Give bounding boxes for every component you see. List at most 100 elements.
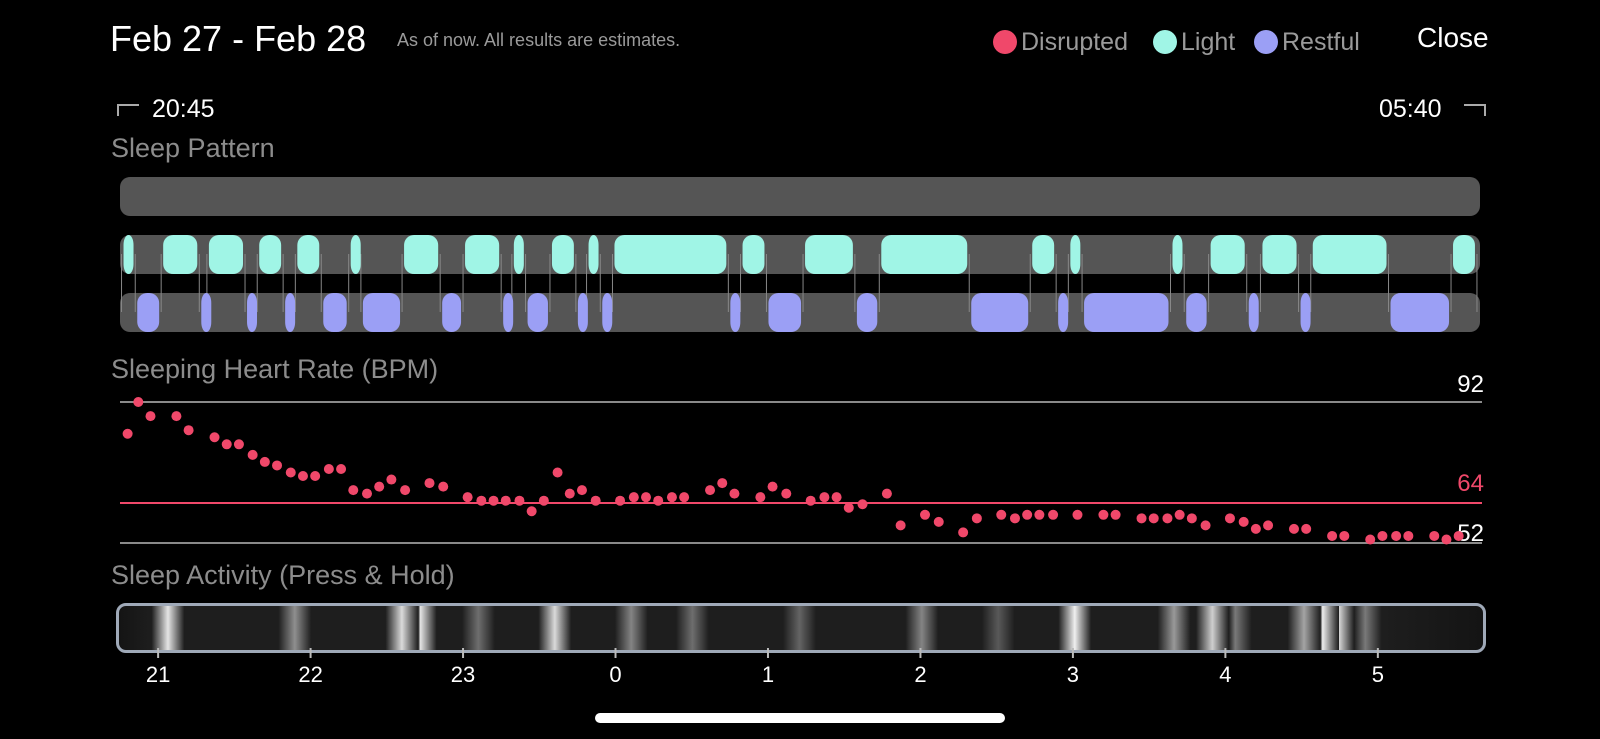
restful-segment bbox=[577, 293, 588, 332]
legend-label: Disrupted bbox=[1021, 27, 1128, 56]
date-range-title: Feb 27 - Feb 28 bbox=[110, 18, 367, 59]
light-segment bbox=[297, 235, 320, 274]
heart-rate-point bbox=[717, 478, 728, 489]
heart-rate-point bbox=[310, 471, 321, 482]
heart-rate-point bbox=[831, 492, 842, 503]
legend-light: Light bbox=[1153, 24, 1235, 60]
restful-segment bbox=[1058, 293, 1069, 332]
heart-rate-point bbox=[1288, 523, 1299, 534]
heart-rate-point bbox=[641, 492, 652, 503]
end-time: 05:40 bbox=[1379, 95, 1442, 123]
legend-disrupted: Disrupted bbox=[993, 24, 1128, 60]
disrupted-track bbox=[120, 177, 1480, 216]
legend-restful: Restful bbox=[1254, 24, 1360, 60]
heart-rate-point bbox=[895, 520, 906, 531]
axis-tick-label: 4 bbox=[1219, 662, 1231, 687]
heart-rate-point bbox=[1441, 534, 1452, 545]
restful-segment bbox=[768, 293, 802, 332]
heart-rate-point bbox=[920, 509, 931, 520]
heart-rate-point bbox=[729, 488, 740, 499]
light-segment bbox=[163, 235, 198, 274]
heart-rate-point bbox=[1136, 513, 1147, 524]
restful-segment bbox=[503, 293, 514, 332]
heart-rate-point bbox=[971, 513, 982, 524]
start-bracket-icon bbox=[117, 104, 139, 116]
sleep-pattern-chart[interactable] bbox=[0, 0, 1600, 345]
light-segment bbox=[881, 235, 968, 274]
restful-segment bbox=[1248, 293, 1259, 332]
heart-rate-point bbox=[297, 471, 308, 482]
light-segment bbox=[588, 235, 599, 274]
restful-segment bbox=[323, 293, 347, 332]
heart-rate-point bbox=[1098, 509, 1109, 520]
heart-rate-point bbox=[1200, 520, 1211, 531]
heart-rate-chart[interactable]: 92 64 52 bbox=[0, 365, 1600, 555]
restful-segment bbox=[442, 293, 462, 332]
heart-rate-point bbox=[462, 492, 473, 503]
heart-rate-title: Sleeping Heart Rate (BPM) bbox=[111, 354, 439, 384]
restful-segment bbox=[856, 293, 878, 332]
heart-rate-point bbox=[1250, 523, 1261, 534]
heart-rate-point bbox=[374, 481, 385, 492]
heart-rate-point bbox=[666, 492, 677, 503]
home-indicator[interactable] bbox=[595, 713, 1005, 723]
heart-rate-point bbox=[386, 474, 397, 485]
heart-rate-point bbox=[500, 495, 511, 506]
heart-rate-point bbox=[1224, 513, 1235, 524]
light-segment bbox=[805, 235, 853, 274]
close-button[interactable]: Close bbox=[1417, 22, 1489, 53]
heart-rate-point bbox=[781, 488, 792, 499]
heart-rate-point bbox=[1148, 513, 1159, 524]
light-segment bbox=[1312, 235, 1387, 274]
heart-rate-point bbox=[857, 499, 868, 510]
light-segment bbox=[742, 235, 765, 274]
heart-rate-point bbox=[514, 495, 525, 506]
light-segment bbox=[551, 235, 574, 274]
restful-segment bbox=[247, 293, 258, 332]
heart-rate-point bbox=[1301, 523, 1312, 534]
restful-segment bbox=[527, 293, 548, 332]
light-segment bbox=[614, 235, 727, 274]
axis-tick-label: 22 bbox=[298, 662, 322, 687]
max-label: 92 bbox=[1457, 371, 1484, 398]
light-segment bbox=[1070, 235, 1081, 274]
heart-rate-point bbox=[1186, 513, 1197, 524]
heart-rate-point bbox=[805, 495, 816, 506]
light-segment bbox=[1453, 235, 1475, 274]
heart-rate-point bbox=[755, 492, 766, 503]
heart-rate-point bbox=[526, 506, 537, 517]
light-segment bbox=[1262, 235, 1297, 274]
light-segment bbox=[350, 235, 361, 274]
heart-rate-point bbox=[145, 411, 156, 422]
axis-tick-label: 2 bbox=[914, 662, 926, 687]
restful-segment bbox=[602, 293, 613, 332]
axis-tick-label: 23 bbox=[451, 662, 475, 687]
legend-label: Restful bbox=[1282, 27, 1360, 56]
sleep-activity-bar[interactable] bbox=[116, 603, 1486, 653]
heart-rate-point bbox=[576, 485, 587, 496]
light-segment bbox=[513, 235, 524, 274]
heart-rate-point bbox=[438, 481, 449, 492]
heart-rate-point bbox=[615, 495, 626, 506]
heart-rate-point bbox=[1391, 530, 1402, 541]
restful-segment bbox=[1300, 293, 1311, 332]
heart-rate-point bbox=[488, 495, 499, 506]
legend-label: Light bbox=[1181, 27, 1236, 56]
heart-rate-point bbox=[272, 460, 283, 471]
heart-rate-point bbox=[819, 492, 830, 503]
restful-segment bbox=[1390, 293, 1450, 332]
axis-tick-label: 3 bbox=[1067, 662, 1079, 687]
heart-rate-point bbox=[424, 478, 435, 489]
heart-rate-point bbox=[1072, 509, 1083, 520]
axis-tick-label: 21 bbox=[146, 662, 170, 687]
heart-rate-point bbox=[1377, 530, 1388, 541]
heart-rate-point bbox=[361, 488, 372, 499]
heart-rate-point bbox=[400, 485, 411, 496]
sleep-pattern-title: Sleep Pattern bbox=[111, 133, 275, 163]
light-segment bbox=[1032, 235, 1055, 274]
heart-rate-point bbox=[1327, 530, 1338, 541]
light-segment bbox=[465, 235, 500, 274]
heart-rate-point bbox=[1238, 516, 1249, 527]
heart-rate-point bbox=[1048, 509, 1059, 520]
restful-segment bbox=[1186, 293, 1207, 332]
